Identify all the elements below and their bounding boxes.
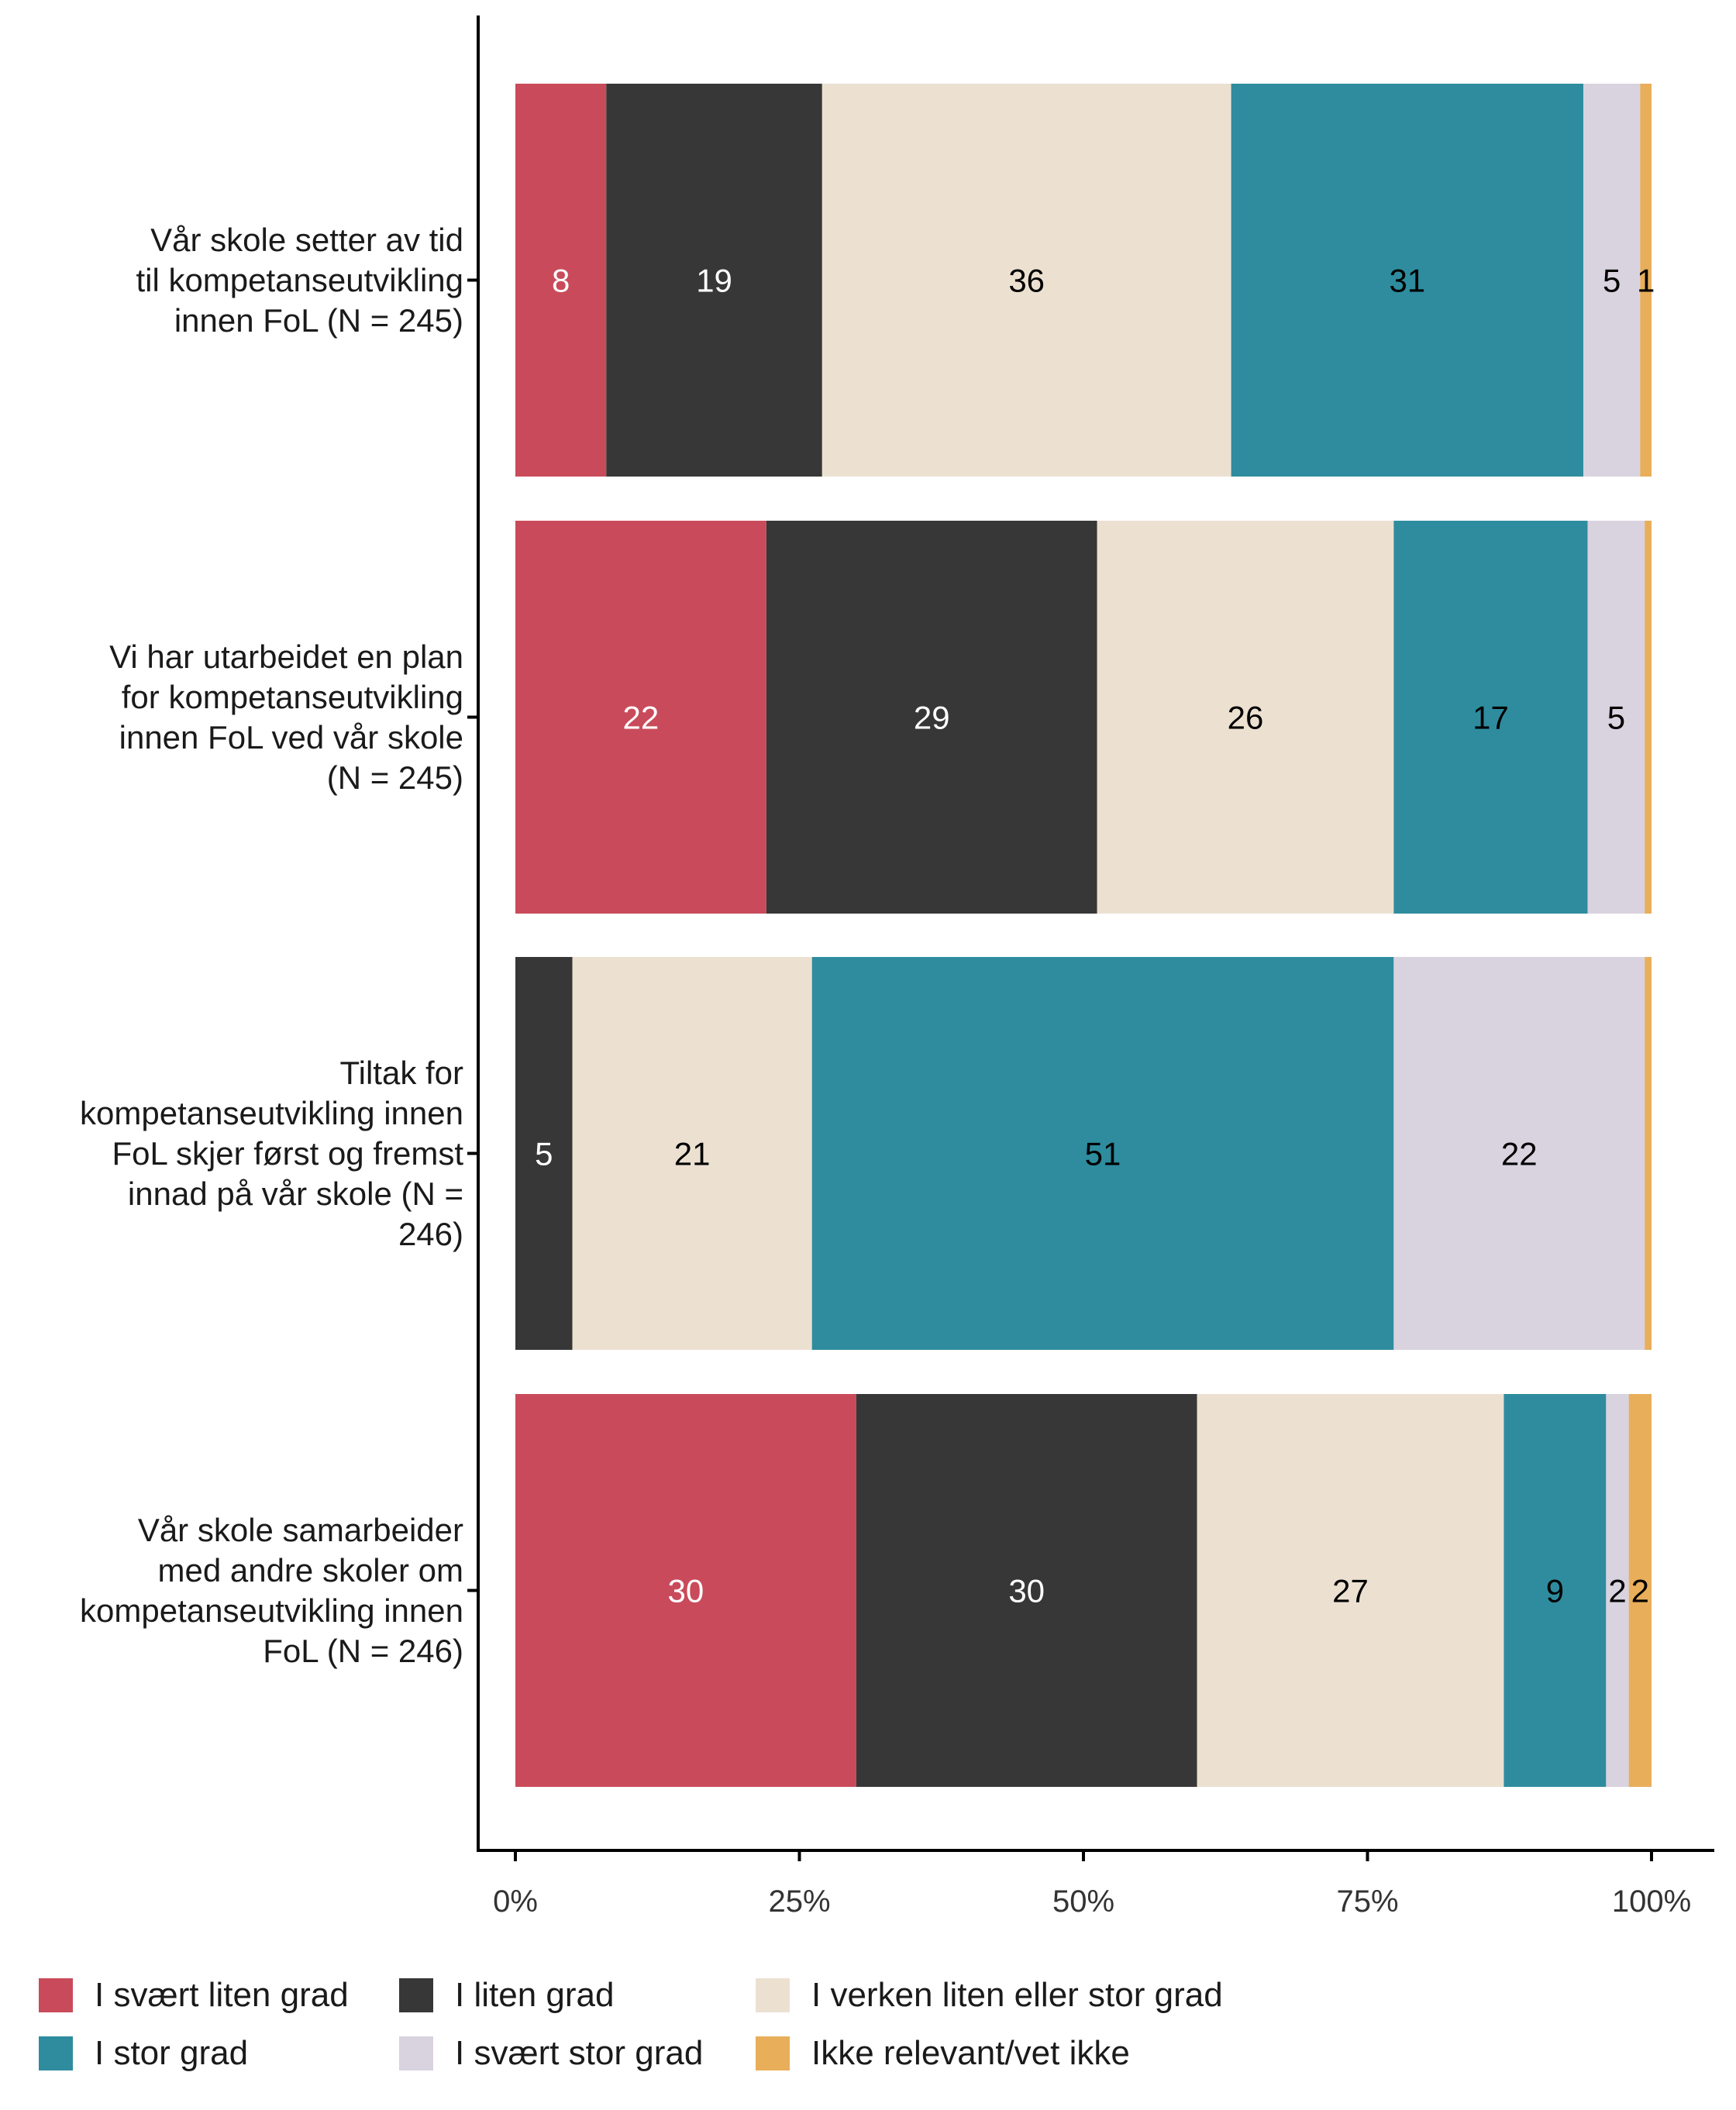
legend-label: I svært liten grad bbox=[95, 1976, 349, 2014]
bar-segment bbox=[856, 1394, 1197, 1787]
data-label: 19 bbox=[696, 263, 732, 299]
bars-layer bbox=[515, 84, 1652, 1787]
legend-label: Ikke relevant/vet ikke bbox=[811, 2034, 1130, 2072]
legend-label: I liten grad bbox=[455, 1976, 615, 2014]
y-axis-ticks bbox=[467, 278, 478, 1592]
legend-swatch bbox=[399, 1978, 433, 2012]
bar-segment bbox=[1504, 1394, 1607, 1787]
bar-segment bbox=[1645, 957, 1652, 1350]
data-label: 22 bbox=[1501, 1136, 1538, 1172]
category-label: Vår skole setter av tid til kompetanseutv… bbox=[136, 221, 463, 339]
legend-swatch bbox=[756, 1978, 790, 2012]
bar-segment bbox=[1587, 521, 1645, 914]
data-label: 5 bbox=[535, 1136, 553, 1172]
legend-item: I verken liten eller stor grad bbox=[756, 1976, 1223, 2015]
data-label: 27 bbox=[1332, 1573, 1369, 1609]
bar-segment bbox=[1393, 957, 1645, 1350]
bar-segment bbox=[1583, 84, 1641, 477]
bar-segment bbox=[572, 957, 812, 1350]
legend-swatch bbox=[399, 2036, 433, 2070]
data-label: 51 bbox=[1085, 1136, 1121, 1172]
legend-item: I liten grad bbox=[399, 1976, 614, 2015]
data-label: 36 bbox=[1008, 263, 1045, 299]
category-label: Vår skole samarbeider med andre skoler om… bbox=[80, 1511, 463, 1669]
bar-segment bbox=[1606, 1394, 1629, 1787]
data-label: 31 bbox=[1389, 263, 1425, 299]
data-label: 5 bbox=[1607, 700, 1625, 736]
legend-swatch bbox=[39, 1978, 73, 2012]
bar-segment bbox=[1628, 1394, 1652, 1787]
data-label: 26 bbox=[1228, 700, 1264, 736]
legend-item: Ikke relevant/vet ikke bbox=[756, 2034, 1130, 2073]
legend-item: I svært stor grad bbox=[399, 2034, 703, 2073]
x-tick-label: 50% bbox=[1052, 1885, 1114, 1919]
legend-item: I svært liten grad bbox=[39, 1976, 349, 2015]
bar-segment bbox=[606, 84, 822, 477]
category-label: Vi har utarbeidet en plan for kompetanseu… bbox=[109, 638, 463, 796]
x-tick-label: 75% bbox=[1336, 1885, 1398, 1919]
data-label: 8 bbox=[552, 263, 570, 299]
bar-segment bbox=[822, 84, 1231, 477]
legend-swatch bbox=[39, 2036, 73, 2070]
data-label: 9 bbox=[1546, 1573, 1564, 1609]
data-label: 1 bbox=[1637, 263, 1655, 299]
bar-segment bbox=[515, 957, 573, 1350]
data-label: 29 bbox=[914, 700, 950, 736]
data-label: 21 bbox=[674, 1136, 711, 1172]
bar-segment bbox=[811, 957, 1394, 1350]
data-label: 22 bbox=[623, 700, 660, 736]
category-label: Tiltak for kompetanseutvikling innen FoL s… bbox=[80, 1054, 463, 1252]
bar-segment bbox=[1231, 84, 1584, 477]
bar-segment bbox=[515, 84, 607, 477]
legend-label: I svært stor grad bbox=[455, 2034, 704, 2072]
data-label: 2 bbox=[1631, 1573, 1649, 1609]
x-tick-label: 100% bbox=[1612, 1885, 1691, 1919]
data-label: 30 bbox=[1008, 1573, 1045, 1609]
bar-segment bbox=[1645, 521, 1652, 914]
data-label: 2 bbox=[1608, 1573, 1626, 1609]
data-label: 5 bbox=[1603, 263, 1621, 299]
x-axis-ticks: 0% 25% 50% 75% 100% bbox=[493, 1850, 1691, 1919]
legend-swatch bbox=[756, 2036, 790, 2070]
bar-segment bbox=[1097, 521, 1394, 914]
bar-segment bbox=[1640, 84, 1652, 477]
x-tick-label: 0% bbox=[493, 1885, 538, 1919]
data-label: 30 bbox=[668, 1573, 704, 1609]
bar-segment bbox=[766, 521, 1097, 914]
x-tick-label: 25% bbox=[768, 1885, 830, 1919]
bar-segment bbox=[1393, 521, 1588, 914]
bar-segment bbox=[515, 521, 766, 914]
bar-segment bbox=[515, 1394, 856, 1787]
legend-label: I stor grad bbox=[95, 2034, 249, 2072]
legend-label: I verken liten eller stor grad bbox=[811, 1976, 1223, 2014]
bar-segment bbox=[1197, 1394, 1504, 1787]
legend-item: I stor grad bbox=[39, 2034, 248, 2073]
data-label: 17 bbox=[1472, 700, 1509, 736]
